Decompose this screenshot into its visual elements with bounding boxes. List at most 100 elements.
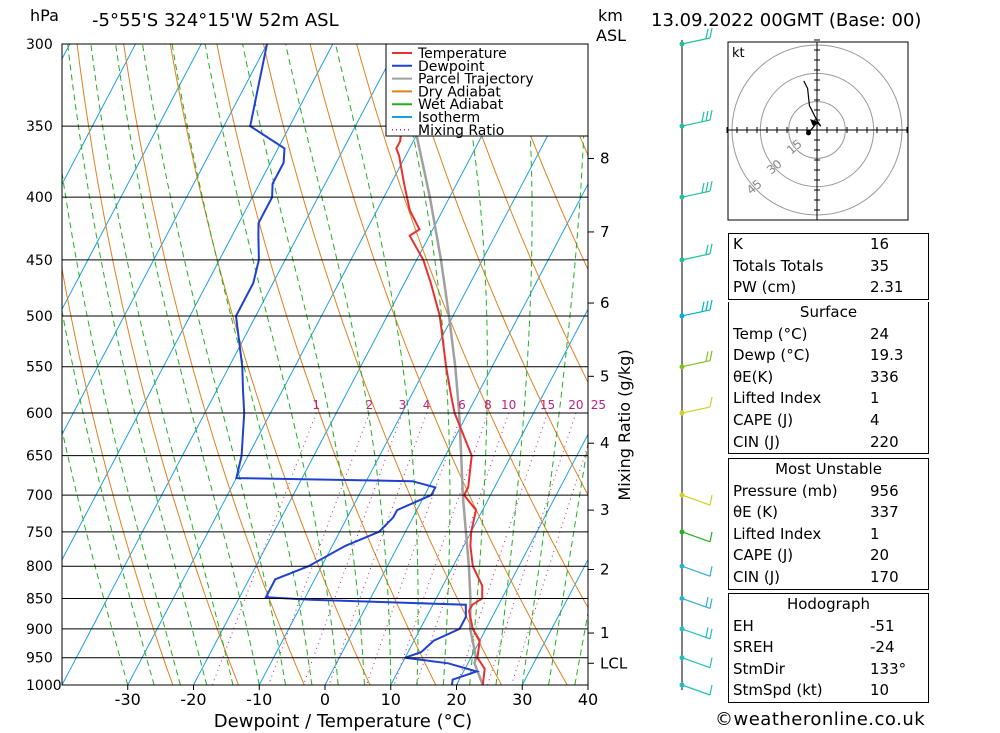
mixing-ratio-label: 15 (540, 398, 555, 412)
wind-level-marker (679, 410, 685, 416)
wind-barb-flag (705, 300, 709, 311)
mixing-ratio-axis-label: Mixing Ratio (g/kg) (615, 349, 634, 500)
wind-barb-staff (681, 360, 711, 368)
temperature-line (395, 44, 486, 685)
row-label: CIN (J) (733, 432, 781, 451)
km-tick-label: 5 (600, 367, 610, 385)
table-row: Lifted Index 1 (729, 388, 928, 410)
km-tick-label: 3 (600, 501, 610, 519)
temperature-tick-label: -10 (246, 690, 272, 709)
row-label: StmSpd (kt) (733, 681, 823, 700)
table-row: SREH -24 (729, 637, 928, 659)
wind-barb-flag (709, 598, 713, 609)
mixing-ratio-line (328, 412, 428, 685)
wind-barb (679, 563, 713, 577)
legend-label: Wet Adiabat (418, 97, 504, 113)
wind-barb-staff (681, 684, 711, 696)
legend-label: Isotherm (418, 110, 480, 126)
mixing-ratio-line (211, 412, 317, 685)
row-label: K (733, 235, 743, 253)
wind-barb-staff (681, 597, 711, 610)
wet-adiabat-line (242, 44, 365, 685)
wind-barb-flag (709, 299, 713, 311)
row-label: Dewp (°C) (733, 346, 811, 365)
datetime-title: 13.09.2022 00GMT (Base: 00) (651, 10, 922, 31)
row-value: 35 (870, 256, 890, 275)
wind-level-marker (679, 492, 685, 498)
wind-barb-flag (701, 182, 705, 193)
wind-level-marker (679, 364, 685, 370)
wind-barb-flag (709, 350, 713, 361)
table-row: Totals Totals 35 (729, 256, 928, 278)
dry-adiabat-line (263, 44, 502, 685)
dry-adiabat-line (962, 44, 1000, 685)
mixing-ratio-label: 2 (366, 398, 374, 412)
wind-level-marker (679, 41, 685, 47)
hodograph-start-point (806, 130, 811, 136)
pressure-tick-label: 300 (26, 37, 53, 53)
table-row: Dewp (°C) 19.3 (729, 345, 928, 367)
row-value: 2.31 (870, 278, 904, 297)
wind-barb-staff (681, 37, 711, 45)
most-unstable-rows: Pressure (mb) 956 θE (K) 337 Lifted Index 1 CA… (729, 481, 928, 589)
pressure-tick-label: 500 (26, 309, 53, 325)
location-title: -5°55'S 324°15'W 52m ASL (92, 10, 339, 31)
km-tick-label: 2 (600, 561, 610, 579)
isotherm-line (390, 308, 588, 685)
wind-barb-flag (705, 351, 709, 362)
surface-table: Surface Temp (°C) 24 Dewp (°C) 19.3 θE(K) 336… (728, 302, 929, 455)
wind-barb-flag (709, 566, 713, 577)
table-row: CAPE (J) 4 (729, 410, 928, 432)
mixing-ratio-line (302, 412, 403, 685)
row-label: Lifted Index (733, 389, 822, 408)
row-value: 10 (870, 681, 890, 700)
wind-barb-flag (709, 531, 713, 542)
legend-label: Mixing Ratio (418, 123, 504, 139)
dry-adiabat-line (402, 44, 588, 496)
wind-level-marker (679, 563, 685, 569)
surface-title: Surface (799, 303, 858, 321)
mixing-ratio-label: 8 (484, 398, 492, 412)
dry-adiabat-line (495, 44, 588, 271)
dewpoint-line (234, 44, 481, 685)
pressure-tick-label: 800 (26, 559, 53, 575)
wind-barb-flag (705, 596, 709, 608)
pressure-tick-label: 450 (26, 253, 53, 269)
wind-barb (679, 181, 713, 200)
row-label: Pressure (mb) (733, 481, 838, 500)
asl-unit-label: ASL (596, 26, 627, 45)
km-tick-label: LCL (600, 654, 628, 672)
row-value: 1 (870, 389, 880, 408)
mixing-ratio-label: 20 (568, 398, 583, 412)
pressure-tick-label: 1000 (26, 678, 62, 694)
temperature-tick-label: -20 (180, 690, 206, 709)
hpa-unit-label: hPa (30, 6, 59, 25)
table-row: StmDir 133° (729, 659, 928, 681)
wind-level-marker (679, 626, 685, 632)
legend-label: Parcel Trajectory (418, 72, 534, 88)
wind-barb-staff (681, 190, 711, 198)
wind-barb-flag (709, 657, 713, 668)
wind-barb (679, 27, 713, 47)
legend-label: Dry Adiabat (418, 84, 501, 100)
row-value: 133° (870, 659, 907, 678)
x-axis-label: Dewpoint / Temperature (°C) (214, 711, 472, 732)
table-row: Pressure (mb) 956 (729, 481, 928, 503)
isotherm-line (324, 183, 588, 685)
row-value: 4 (870, 410, 880, 429)
pressure-tick-label: 850 (26, 591, 53, 607)
temperature-tick-label: -30 (115, 690, 141, 709)
hodograph-table-title: Hodograph (786, 595, 871, 613)
wind-barb-staff (681, 628, 711, 640)
isotherm-line (127, 44, 465, 685)
wind-barb-flag (709, 181, 713, 192)
wind-barb-flag (709, 396, 713, 408)
wind-barb-staff (681, 565, 711, 577)
row-label: SREH (733, 638, 774, 657)
dry-adiabat-line (356, 44, 588, 609)
wind-barb-flag (705, 627, 709, 638)
isotherm-line (62, 44, 202, 311)
temperature-tick-label: 30 (512, 690, 532, 709)
storm-motion-arrow (810, 119, 818, 126)
isotherm-line (62, 44, 268, 436)
